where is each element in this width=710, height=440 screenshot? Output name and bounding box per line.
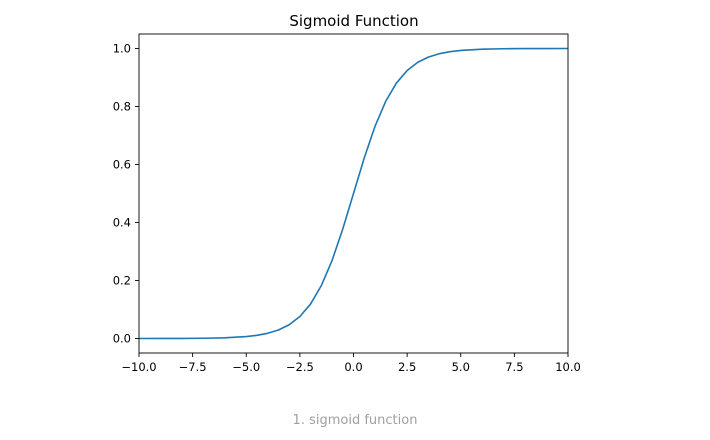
y-tick-label: 0.2 bbox=[113, 274, 131, 288]
x-tick-label: −7.5 bbox=[179, 360, 207, 374]
x-tick-label: 10.0 bbox=[555, 360, 581, 374]
x-tick-label: −2.5 bbox=[286, 360, 314, 374]
y-tick-label: 0.8 bbox=[113, 100, 131, 114]
x-tick-label: −10.0 bbox=[121, 360, 156, 374]
y-tick-label: 0.6 bbox=[113, 158, 131, 172]
x-tick-label: −5.0 bbox=[232, 360, 260, 374]
chart-title: Sigmoid Function bbox=[289, 12, 418, 30]
x-tick-label: 0.0 bbox=[344, 360, 362, 374]
x-tick-label: 7.5 bbox=[505, 360, 523, 374]
y-tick-label: 0.0 bbox=[113, 332, 131, 346]
plot-area bbox=[138, 47, 569, 340]
axes: −10.0 −7.5 −5.0 −2.5 0.0 2.5 5.0 7.5 10.0 0.0 0.2 0… bbox=[113, 33, 581, 374]
x-tick-label: 5.0 bbox=[452, 360, 470, 374]
figure-caption: 1. sigmoid function bbox=[292, 413, 418, 428]
x-tick-label: 2.5 bbox=[398, 360, 416, 374]
y-tick-label: 0.4 bbox=[113, 216, 131, 230]
y-tick-label: 1.0 bbox=[113, 42, 131, 56]
series-line-0 bbox=[138, 47, 569, 340]
